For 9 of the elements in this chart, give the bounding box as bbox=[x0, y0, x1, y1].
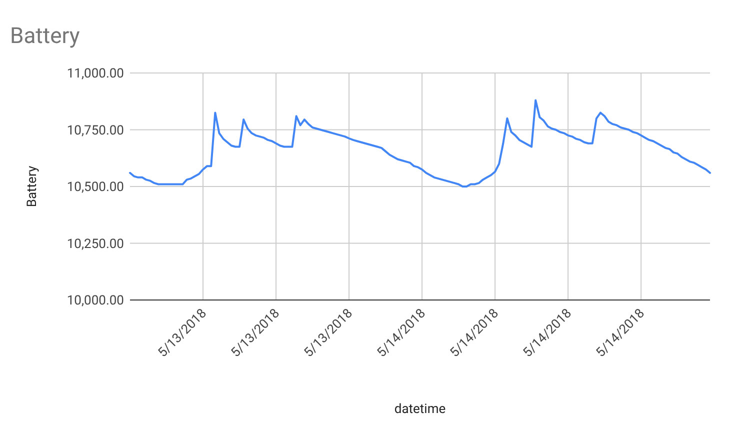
y-tick-label: 10,250.00 bbox=[66, 236, 124, 252]
y-tick-label: 11,000.00 bbox=[66, 66, 124, 82]
chart-title: Battery bbox=[10, 24, 80, 49]
x-axis-title: datetime bbox=[394, 402, 446, 417]
y-tick-label: 10,500.00 bbox=[66, 180, 124, 196]
y-tick-label: 10,750.00 bbox=[66, 123, 124, 138]
y-axis-title: Battery bbox=[25, 166, 40, 208]
line-series bbox=[129, 99, 711, 188]
y-tick-label: 10,000.00 bbox=[66, 294, 124, 309]
